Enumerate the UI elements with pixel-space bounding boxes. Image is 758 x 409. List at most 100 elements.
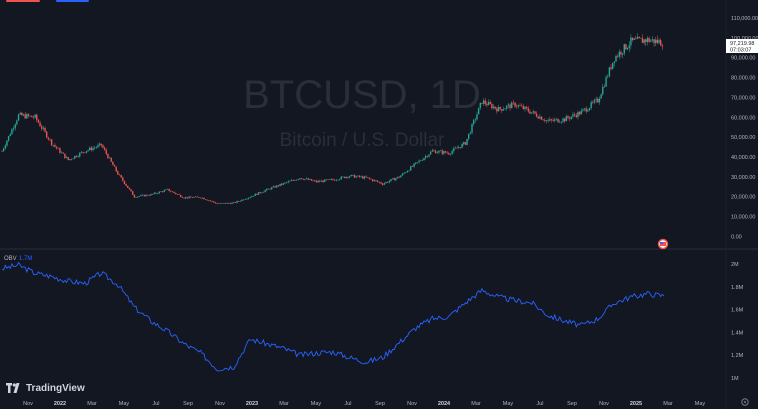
price-candle bbox=[191, 196, 194, 198]
price-candle bbox=[75, 155, 78, 158]
price-candle bbox=[266, 188, 268, 192]
price-candle bbox=[14, 123, 16, 131]
price-candle bbox=[650, 39, 652, 43]
price-candle bbox=[426, 155, 429, 158]
time-tick-label: 2024 bbox=[438, 401, 451, 407]
price-candle bbox=[477, 107, 480, 115]
price-candle bbox=[554, 117, 556, 123]
price-candle bbox=[206, 199, 208, 201]
price-candle bbox=[325, 179, 328, 181]
price-pane[interactable] bbox=[1, 33, 664, 205]
time-axis[interactable]: Nov 2022 Mar May Jul Sep Nov 2023 Mar May Jul Sep No… bbox=[23, 401, 705, 407]
price-candle bbox=[145, 194, 147, 198]
price-candle bbox=[7, 135, 10, 142]
obv-legend-name[interactable]: OBV bbox=[4, 256, 17, 262]
price-candle bbox=[428, 154, 430, 158]
price-candle bbox=[496, 106, 498, 114]
price-candle bbox=[537, 115, 539, 119]
price-candle bbox=[446, 151, 448, 155]
price-candle bbox=[135, 196, 137, 198]
price-candle bbox=[593, 98, 596, 105]
price-candle bbox=[213, 201, 215, 203]
price-candle bbox=[309, 178, 311, 181]
price-candle bbox=[656, 35, 659, 45]
price-candle bbox=[211, 200, 213, 203]
price-candle bbox=[373, 179, 376, 183]
obv-pane[interactable] bbox=[1, 261, 665, 372]
price-candle bbox=[529, 108, 531, 115]
price-candle bbox=[231, 202, 233, 204]
price-candle bbox=[610, 64, 612, 71]
price-candle bbox=[423, 157, 425, 161]
price-candle bbox=[413, 162, 415, 169]
time-tick-label: Nov bbox=[23, 401, 33, 407]
price-candle bbox=[317, 179, 319, 184]
price-candle bbox=[312, 179, 314, 182]
price-candle bbox=[247, 197, 250, 200]
watermark-description: Bitcoin / U.S. Dollar bbox=[280, 130, 445, 151]
price-candle bbox=[438, 149, 440, 155]
price-candle bbox=[224, 202, 227, 204]
time-tick-label: Sep bbox=[183, 401, 193, 407]
price-candle bbox=[582, 108, 584, 113]
price-tick-label: 110,000.00 bbox=[731, 16, 758, 22]
price-candle bbox=[153, 192, 155, 195]
price-candle bbox=[216, 202, 218, 204]
price-candle bbox=[11, 128, 13, 135]
price-tick-label: 20,000.00 bbox=[731, 195, 755, 201]
price-candle bbox=[158, 191, 160, 194]
price-candle bbox=[176, 193, 179, 195]
price-candle bbox=[274, 185, 276, 188]
price-candle bbox=[398, 175, 400, 179]
price-candle bbox=[433, 148, 435, 152]
settings-icon[interactable] bbox=[741, 398, 749, 406]
price-candle bbox=[646, 36, 649, 46]
price-candle bbox=[635, 35, 637, 40]
price-candle bbox=[492, 104, 495, 110]
obv-axis[interactable]: 2M 1.8M 1.6M 1.4M 1.2M 1M bbox=[731, 262, 744, 382]
price-candle bbox=[262, 191, 265, 193]
price-candle bbox=[340, 176, 342, 180]
price-candle bbox=[290, 178, 293, 182]
price-candle bbox=[122, 176, 124, 182]
us-flag-icon[interactable] bbox=[657, 238, 669, 250]
price-candle bbox=[613, 61, 616, 67]
price-candle bbox=[616, 54, 619, 58]
price-candle bbox=[117, 170, 119, 176]
price-candle bbox=[113, 164, 116, 167]
price-candle bbox=[522, 103, 525, 110]
price-candle bbox=[494, 106, 496, 110]
price-candle bbox=[287, 180, 290, 184]
time-tick-label: 2025 bbox=[630, 401, 642, 407]
price-candle bbox=[120, 174, 122, 178]
price-candle bbox=[625, 43, 627, 51]
price-candle bbox=[411, 165, 414, 167]
price-candle bbox=[125, 183, 127, 187]
top-blue-pill[interactable] bbox=[56, 0, 89, 2]
price-candle bbox=[160, 191, 162, 193]
price-candle bbox=[420, 159, 422, 162]
price-tick-label: 70,000.00 bbox=[731, 95, 755, 101]
time-tick-label: May bbox=[311, 401, 322, 407]
time-tick-label: 2022 bbox=[54, 401, 66, 407]
price-candle bbox=[434, 149, 437, 154]
price-candle bbox=[575, 113, 577, 119]
price-candle bbox=[487, 99, 490, 106]
price-candle bbox=[391, 178, 394, 180]
price-candle bbox=[150, 193, 152, 196]
price-candle bbox=[234, 202, 237, 204]
top-red-pill[interactable] bbox=[6, 0, 40, 2]
price-candle bbox=[226, 202, 228, 204]
price-candle bbox=[358, 175, 361, 179]
price-candle bbox=[9, 132, 11, 137]
price-candle bbox=[54, 143, 56, 148]
price-candle bbox=[2, 147, 5, 153]
price-candle bbox=[294, 179, 296, 181]
tradingview-logo[interactable]: TradingView bbox=[6, 381, 85, 395]
price-candle bbox=[300, 178, 303, 180]
price-candle bbox=[183, 197, 185, 199]
price-axis[interactable]: 110,000.00 100,000.00 90,000.00 80,000.00 70… bbox=[731, 16, 758, 240]
price-candle bbox=[542, 118, 544, 121]
price-candle bbox=[141, 194, 144, 196]
